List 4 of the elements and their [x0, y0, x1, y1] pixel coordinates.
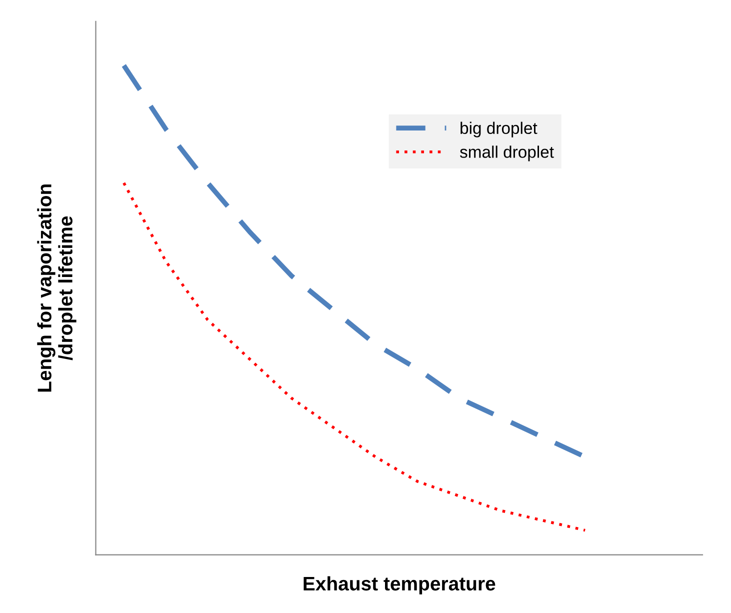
y-axis-title: Lengh for vaporization /droplet lifetime [37, 184, 76, 392]
legend-label: small droplet [460, 146, 554, 162]
legend-label: big droplet [460, 122, 538, 138]
x-axis-title: Exhaust temperature [304, 576, 496, 594]
